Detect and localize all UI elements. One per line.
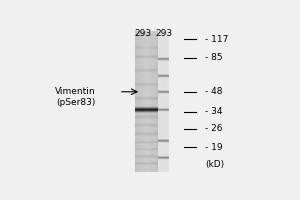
- Text: Vimentin: Vimentin: [55, 87, 96, 96]
- Text: - 117: - 117: [205, 35, 228, 44]
- Text: (pSer83): (pSer83): [56, 98, 96, 107]
- Text: - 34: - 34: [205, 107, 222, 116]
- Text: 293: 293: [135, 29, 152, 38]
- Text: - 85: - 85: [205, 53, 223, 62]
- Text: - 26: - 26: [205, 124, 222, 133]
- Text: - 48: - 48: [205, 87, 222, 96]
- Text: 293: 293: [156, 29, 173, 38]
- Text: (kD): (kD): [205, 160, 224, 169]
- Text: - 19: - 19: [205, 143, 223, 152]
